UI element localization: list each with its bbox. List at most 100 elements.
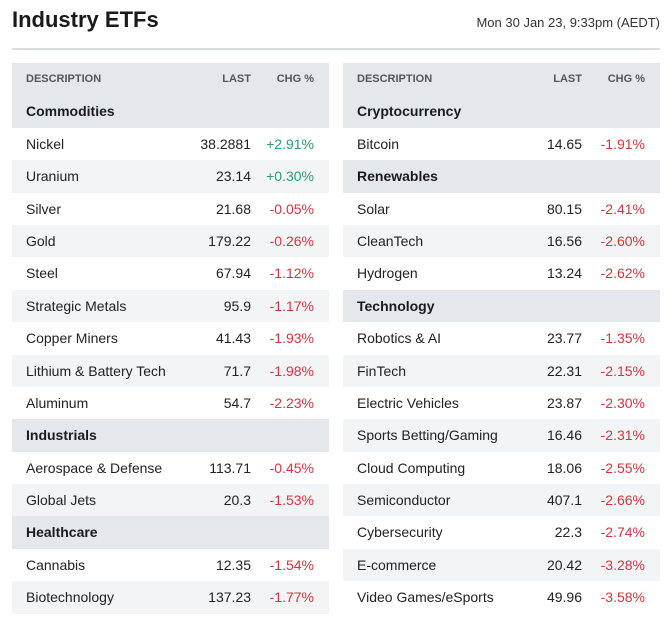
last-price: 22.31 (546, 362, 582, 379)
etf-name[interactable]: Solar (357, 200, 390, 217)
group-header: Renewables (343, 160, 660, 193)
etf-name[interactable]: FinTech (357, 362, 407, 379)
table-row[interactable]: Gold 179.22 -0.26% (12, 224, 329, 258)
etf-name[interactable]: Electric Vehicles (357, 394, 459, 411)
table-row[interactable]: FinTech 22.31 -2.15% (343, 354, 660, 387)
etf-name[interactable]: Biotechnology (26, 589, 114, 606)
group-header: Cryptocurrency (343, 95, 660, 128)
change-percent: -1.98% (269, 362, 314, 379)
table-row[interactable]: Nickel 38.2881 +2.91% (12, 127, 329, 161)
change-percent: -2.60% (600, 232, 645, 249)
change-percent: -0.45% (269, 459, 314, 476)
last-price: 38.2881 (200, 135, 251, 152)
table-row[interactable]: Hydrogen 13.24 -2.62% (343, 257, 660, 290)
group-header: Healthcare (12, 516, 329, 549)
etf-name[interactable]: Aerospace & Defense (26, 459, 163, 476)
table-row[interactable]: Lithium & Battery Tech 71.7 -1.98% (12, 354, 329, 387)
change-percent: -1.93% (269, 330, 314, 347)
table-row[interactable]: Cloud Computing 18.06 -2.55% (343, 451, 660, 485)
group-header: Commodities (12, 95, 329, 128)
column-header-chg[interactable]: CHG % (276, 73, 314, 85)
last-price: 12.35 (215, 556, 251, 573)
table-row[interactable]: Cybersecurity 22.3 -2.74% (343, 516, 660, 549)
column-header-last[interactable]: LAST (222, 73, 251, 85)
etf-name[interactable]: Cloud Computing (357, 459, 466, 476)
table-row[interactable]: Uranium 23.14 +0.30% (12, 160, 329, 193)
table-row[interactable]: Bitcoin 14.65 -1.91% (343, 127, 660, 161)
etf-name[interactable]: Gold (26, 232, 56, 249)
group-label: Healthcare (26, 524, 98, 541)
column-header-last[interactable]: LAST (553, 73, 582, 85)
timestamp: Mon 30 Jan 23, 9:33pm (AEDT) (476, 15, 660, 30)
etf-name[interactable]: Video Games/eSports (357, 589, 494, 606)
last-price: 18.06 (546, 459, 582, 476)
last-price: 71.7 (223, 362, 251, 379)
table-row[interactable]: CleanTech 16.56 -2.60% (343, 224, 660, 258)
last-price: 49.96 (546, 589, 582, 606)
group-label: Commodities (26, 103, 115, 120)
table-row[interactable]: Global Jets 20.3 -1.53% (12, 484, 329, 517)
change-percent: -2.30% (600, 394, 645, 411)
table-row[interactable]: Electric Vehicles 23.87 -2.30% (343, 386, 660, 420)
last-price: 14.65 (546, 135, 582, 152)
etf-name[interactable]: Bitcoin (357, 135, 400, 152)
table-row[interactable]: Aluminum 54.7 -2.23% (12, 386, 329, 420)
table-body: Cryptocurrency Bitcoin 14.65 -1.91% Renewabl… (343, 95, 660, 614)
table-row[interactable]: Sports Betting/Gaming 16.46 -2.31% (343, 419, 660, 452)
etf-name[interactable]: Steel (26, 265, 58, 282)
etf-name[interactable]: Copper Miners (26, 330, 118, 347)
etf-name[interactable]: Aluminum (26, 394, 89, 411)
right-etf-table: DESCRIPTION LAST CHG % Cryptocurrency Bit… (343, 63, 660, 614)
table-row[interactable]: Biotechnology 137.23 -1.77% (12, 581, 329, 614)
group-header: Technology (343, 289, 660, 323)
change-percent: -3.28% (600, 556, 645, 573)
table-row[interactable]: Solar 80.15 -2.41% (343, 192, 660, 225)
etf-name[interactable]: Cannabis (26, 556, 86, 573)
last-price: 23.77 (546, 330, 582, 347)
table-row[interactable]: Robotics & AI 23.77 -1.35% (343, 322, 660, 355)
table-row[interactable]: Silver 21.68 -0.05% (12, 192, 329, 225)
change-percent: -2.66% (600, 492, 645, 509)
etf-name[interactable]: Robotics & AI (357, 330, 442, 347)
change-percent: -1.77% (269, 589, 314, 606)
etf-name[interactable]: Uranium (26, 168, 79, 185)
etf-name[interactable]: Strategic Metals (26, 297, 127, 314)
table-row[interactable]: Steel 67.94 -1.12% (12, 257, 329, 290)
table-row[interactable]: Strategic Metals 95.9 -1.17% (12, 289, 329, 323)
table-row[interactable]: Copper Miners 41.43 -1.93% (12, 322, 329, 355)
change-percent: +2.91% (266, 135, 314, 152)
etf-name[interactable]: Global Jets (26, 492, 97, 509)
table-row[interactable]: Semiconductor 407.1 -2.66% (343, 484, 660, 517)
etf-name[interactable]: Hydrogen (357, 265, 418, 282)
etf-name[interactable]: Cybersecurity (357, 524, 443, 541)
etf-name[interactable]: Semiconductor (357, 492, 451, 509)
last-price: 80.15 (546, 200, 582, 217)
column-header-description[interactable]: DESCRIPTION (357, 73, 433, 85)
group-label: Cryptocurrency (357, 103, 462, 120)
change-percent: -3.58% (600, 589, 645, 606)
etf-name[interactable]: Silver (26, 200, 62, 217)
etf-name[interactable]: Sports Betting/Gaming (357, 427, 498, 444)
table-row[interactable]: Cannabis 12.35 -1.54% (12, 548, 329, 582)
change-percent: -0.26% (269, 232, 314, 249)
table-header: DESCRIPTION LAST CHG % (343, 63, 660, 96)
last-price: 41.43 (215, 330, 251, 347)
change-percent: -2.74% (600, 524, 645, 541)
table-row[interactable]: E-commerce 20.42 -3.28% (343, 548, 660, 582)
table-row[interactable]: Video Games/eSports 49.96 -3.58% (343, 581, 660, 614)
column-header-chg[interactable]: CHG % (607, 73, 645, 85)
etf-name[interactable]: E-commerce (357, 556, 437, 573)
change-percent: -2.62% (600, 265, 645, 282)
group-label: Industrials (26, 427, 97, 444)
etf-name[interactable]: CleanTech (357, 232, 424, 249)
last-price: 23.14 (215, 168, 251, 185)
change-percent: -1.35% (600, 330, 645, 347)
etf-name[interactable]: Lithium & Battery Tech (26, 362, 166, 379)
etf-name[interactable]: Nickel (26, 135, 65, 152)
column-header-description[interactable]: DESCRIPTION (26, 73, 102, 85)
table-header: DESCRIPTION LAST CHG % (12, 63, 329, 96)
table-row[interactable]: Aerospace & Defense 113.71 -0.45% (12, 451, 329, 485)
last-price: 137.23 (208, 589, 251, 606)
change-percent: -2.15% (600, 362, 645, 379)
last-price: 20.3 (223, 492, 251, 509)
